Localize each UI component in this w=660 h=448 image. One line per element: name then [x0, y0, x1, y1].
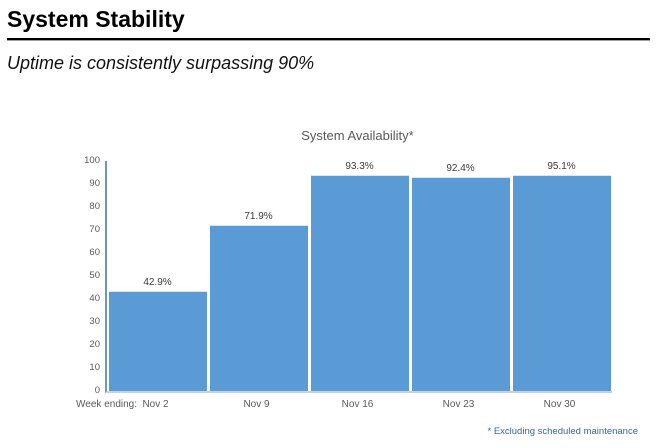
y-axis-tick-label: 100 — [84, 156, 100, 166]
bar — [513, 175, 611, 391]
bar-value-label: 42.9% — [143, 277, 171, 288]
y-axis-tick-label: 10 — [89, 363, 100, 373]
y-axis-tick-label: 0 — [95, 386, 100, 396]
bar-slot: 95.1% — [511, 161, 612, 391]
bar — [412, 177, 510, 391]
bar-slot: 71.9% — [208, 161, 309, 391]
bar-slot: 42.9% — [107, 161, 208, 391]
page-subtitle: Uptime is consistently surpassing 90% — [7, 53, 650, 74]
plot-area: 010203040506070809010042.9%71.9%93.3%92.… — [105, 161, 612, 393]
y-axis-tick-label: 50 — [89, 271, 100, 281]
page-title: System Stability — [7, 6, 650, 40]
y-axis-tick-label: 60 — [89, 248, 100, 258]
x-axis-category-label: Nov 23 — [408, 399, 509, 410]
y-axis-tick-label: 90 — [89, 179, 100, 189]
bar-slot: 92.4% — [410, 161, 511, 391]
y-axis-tick-label: 40 — [89, 294, 100, 304]
bar — [311, 175, 409, 391]
availability-bar-chart: System Availability* 0 10 20 30 40 50 60 70 80 90… — [0, 106, 660, 448]
x-axis-category-label: Nov 16 — [307, 399, 408, 410]
x-axis-category-label: Nov 9 — [206, 399, 307, 410]
y-axis-tick-label: 80 — [89, 202, 100, 212]
y-axis-tick-label: 20 — [89, 340, 100, 350]
bar-value-label: 71.9% — [244, 211, 272, 222]
x-axis-labels: Week ending: Nov 2Nov 9Nov 16Nov 23Nov 3… — [105, 399, 610, 410]
chart-footnote: * Excluding scheduled maintenance — [487, 426, 638, 437]
bar-value-label: 92.4% — [446, 163, 474, 174]
chart-title: System Availability* — [105, 128, 610, 143]
bar — [210, 225, 308, 391]
y-axis-tick-label: 30 — [89, 317, 100, 327]
bar — [109, 291, 207, 391]
bar-value-label: 93.3% — [345, 161, 373, 172]
bar-slot: 93.3% — [309, 161, 410, 391]
bar-value-label: 95.1% — [547, 161, 575, 172]
x-axis-prefix-label: Week ending: — [37, 399, 137, 410]
x-axis-category-label: Nov 30 — [509, 399, 610, 410]
y-axis-tick-label: 70 — [89, 225, 100, 235]
